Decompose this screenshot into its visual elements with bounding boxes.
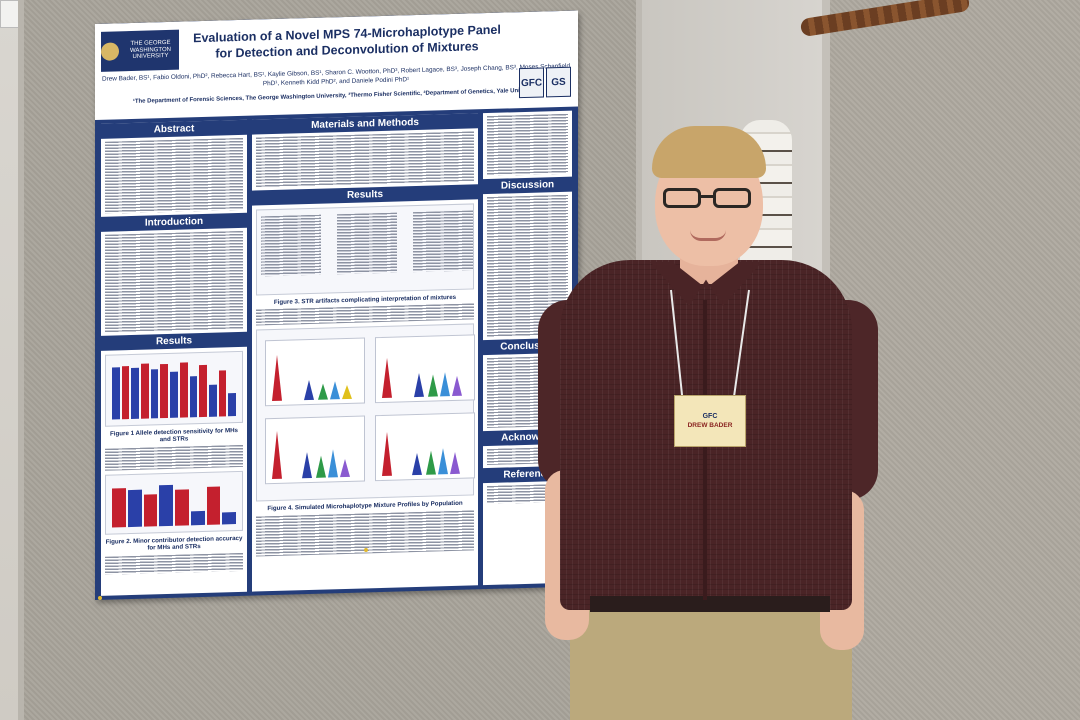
figure-1-caption: Figure 1 Allele detection sensitivity fo…: [109, 427, 239, 444]
bar: [208, 384, 217, 417]
bar: [190, 511, 205, 526]
figure-3-panel-b: [337, 212, 397, 275]
bar: [131, 367, 140, 419]
peak: [272, 355, 282, 402]
figure-4-panel-b: [375, 334, 475, 404]
peak: [414, 373, 424, 398]
peak: [438, 448, 448, 475]
figure-3-text: [256, 303, 474, 326]
bar: [189, 376, 198, 418]
figure-2-text: [105, 552, 243, 575]
bar: [121, 365, 130, 420]
peak: [316, 455, 326, 479]
logo-gs: GS: [546, 66, 571, 98]
bar: [160, 364, 169, 419]
sponsor-logo: GFC GS: [519, 66, 571, 99]
figure-1-bars: [112, 358, 236, 420]
poster-column-left: Abstract Introduction Results: [101, 119, 247, 596]
khaki-pants: [570, 600, 852, 720]
peak: [302, 452, 312, 479]
peak: [426, 450, 436, 476]
peak: [340, 459, 350, 478]
push-pin-icon: [364, 548, 368, 552]
peak: [382, 358, 392, 399]
peak: [304, 380, 314, 401]
bar: [159, 485, 173, 527]
peak: [318, 383, 328, 401]
bar: [179, 362, 188, 418]
bar: [222, 512, 236, 525]
poster-header: THE GEORGE WASHINGTON UNIVERSITY Evaluat…: [95, 10, 578, 120]
logo-gfc: GFC: [519, 67, 544, 99]
left-lens: [663, 188, 701, 208]
peak: [382, 432, 392, 477]
peak: [342, 385, 352, 400]
figure-1-chart: [105, 350, 243, 427]
section-results-center: Results: [252, 184, 478, 206]
section-introduction: Introduction: [101, 212, 247, 232]
peak: [330, 381, 340, 400]
badge-name: DREW BADER: [687, 421, 733, 429]
right-lens: [713, 188, 751, 208]
materials-text: [256, 131, 474, 188]
glasses-bridge: [699, 195, 715, 198]
bar: [199, 364, 207, 418]
name-badge: GFC DREW BADER: [674, 395, 746, 447]
figure-4-panel-a: [265, 337, 365, 407]
push-pin-icon: [98, 596, 102, 600]
peak: [428, 374, 438, 398]
bar: [170, 371, 178, 418]
smile: [690, 230, 726, 241]
figure-4-panel-c: [265, 415, 365, 485]
section-discussion: Discussion: [483, 176, 572, 195]
peak: [440, 372, 450, 397]
poster-title: Evaluation of a Novel MPS 74-Microhaplot…: [193, 22, 501, 61]
university-seal-icon: [101, 42, 119, 61]
methods-continued-text: [487, 113, 568, 177]
bar: [218, 369, 227, 417]
figure-1-text: [105, 444, 243, 471]
bar: [112, 487, 126, 528]
figure-3-panel-a: [261, 214, 321, 277]
research-poster: THE GEORGE WASHINGTON UNIVERSITY Evaluat…: [95, 10, 578, 600]
bar: [143, 493, 158, 527]
abstract-text: [105, 137, 243, 214]
peak: [452, 376, 462, 397]
figure-2-bars: [112, 478, 236, 528]
university-name: THE GEORGE WASHINGTON UNIVERSITY: [129, 40, 171, 61]
figure-3-chart: [256, 203, 474, 296]
figure-4-chart: [256, 323, 475, 502]
section-results-left: Results: [101, 331, 247, 351]
figure-4-panel-d: [375, 412, 475, 482]
bar: [141, 363, 149, 419]
belt: [590, 596, 830, 612]
introduction-text: [105, 230, 243, 333]
university-logo: THE GEORGE WASHINGTON UNIVERSITY: [101, 29, 179, 72]
poster-column-center: Materials and Methods Results Figure 3. …: [252, 113, 478, 592]
figure-2-caption: Figure 2. Minor contributor detection ac…: [105, 534, 243, 552]
shirt-placket: [703, 300, 707, 600]
figure-3-panel-c: [413, 210, 473, 273]
peak: [412, 453, 422, 476]
peak: [272, 431, 282, 480]
peak: [328, 449, 338, 478]
bar: [112, 367, 120, 420]
glasses-icon: [663, 188, 755, 210]
hair: [652, 126, 766, 178]
bar: [206, 486, 221, 525]
bar: [175, 489, 189, 526]
bar: [228, 392, 236, 417]
peak: [450, 452, 460, 475]
bar: [127, 489, 142, 527]
section-abstract: Abstract: [101, 119, 247, 139]
badge-logo: GFC: [702, 412, 718, 420]
figure-2-chart: [105, 470, 243, 535]
bar: [150, 369, 159, 419]
